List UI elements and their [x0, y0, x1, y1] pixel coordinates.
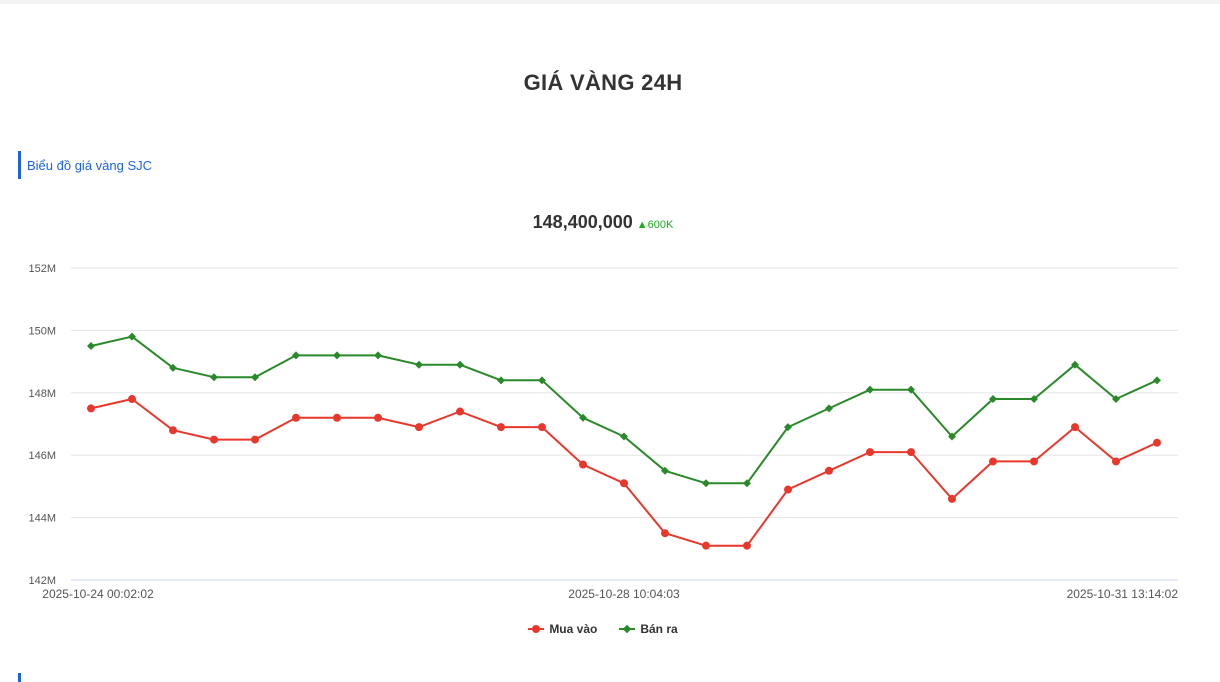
data-point[interactable] [907, 448, 915, 457]
legend-item-buy[interactable]: Mua vào [528, 622, 597, 636]
chart-legend: Mua vào Bán ra [0, 622, 1206, 636]
series-sell [87, 332, 1161, 488]
y-tick-label: 152M [28, 263, 56, 275]
data-point[interactable] [374, 351, 382, 360]
next-section-marker [18, 673, 21, 682]
data-point[interactable] [579, 460, 587, 469]
data-point[interactable] [866, 448, 874, 457]
data-point[interactable] [415, 423, 423, 432]
data-point[interactable] [538, 376, 546, 385]
series-buy [87, 395, 1161, 550]
data-point[interactable] [497, 423, 505, 432]
data-point[interactable] [169, 363, 177, 372]
data-point[interactable] [743, 541, 751, 550]
data-point[interactable] [292, 351, 300, 360]
data-point[interactable] [497, 376, 505, 385]
data-point[interactable] [825, 404, 833, 413]
data-point[interactable] [579, 413, 587, 422]
data-point[interactable] [333, 413, 341, 422]
y-tick-label: 142M [28, 575, 56, 587]
diamond-marker-icon [619, 624, 636, 634]
data-point[interactable] [702, 479, 710, 488]
data-point[interactable] [415, 360, 423, 369]
data-point[interactable] [128, 332, 136, 341]
y-tick-label: 150M [28, 325, 56, 337]
data-point[interactable] [743, 479, 751, 488]
data-point[interactable] [87, 342, 95, 350]
price-summary: 148,400,000 ▲600K [0, 212, 1206, 233]
data-point[interactable] [1112, 457, 1120, 466]
data-point[interactable] [1030, 457, 1038, 466]
data-point[interactable] [210, 373, 218, 382]
data-point[interactable] [1071, 360, 1079, 369]
data-point[interactable] [989, 457, 997, 466]
data-point[interactable] [784, 485, 792, 494]
data-point[interactable] [333, 351, 341, 360]
data-point[interactable] [784, 423, 792, 432]
y-tick-label: 148M [28, 388, 56, 400]
data-point[interactable] [661, 466, 669, 475]
data-point[interactable] [456, 360, 464, 369]
data-point[interactable] [702, 541, 710, 550]
data-point[interactable] [1071, 423, 1079, 432]
data-point[interactable] [87, 404, 95, 413]
data-point[interactable] [251, 373, 259, 382]
data-point[interactable] [251, 435, 259, 444]
data-point[interactable] [128, 395, 136, 404]
y-tick-label: 146M [28, 450, 56, 462]
data-point[interactable] [210, 435, 218, 444]
x-tick-label: 2025-10-28 10:04:03 [568, 587, 680, 601]
data-point[interactable] [948, 432, 956, 441]
legend-label: Mua vào [549, 622, 598, 636]
current-price: 148,400,000 [532, 212, 633, 232]
data-point[interactable] [620, 479, 628, 488]
x-tick-label: 2025-10-31 13:14:02 [1067, 587, 1179, 601]
x-tick-label: 2025-10-24 00:02:02 [42, 587, 154, 601]
circle-marker-icon [528, 624, 545, 634]
data-point[interactable] [1112, 395, 1120, 404]
section-title: Biểu đồ giá vàng SJC [27, 157, 153, 173]
legend-item-sell[interactable]: Bán ra [619, 622, 678, 636]
data-point[interactable] [1153, 376, 1161, 385]
data-point[interactable] [866, 385, 874, 394]
top-bar [0, 0, 1220, 4]
data-point[interactable] [1030, 395, 1038, 404]
data-point[interactable] [620, 432, 628, 441]
data-point[interactable] [456, 407, 464, 416]
price-change: ▲600K [636, 219, 674, 231]
section-heading: Biểu đồ giá vàng SJC [18, 151, 152, 179]
data-point[interactable] [374, 413, 382, 422]
data-point[interactable] [169, 426, 177, 435]
data-point[interactable] [825, 466, 833, 475]
data-point[interactable] [989, 395, 997, 404]
data-point[interactable] [907, 385, 915, 394]
y-tick-label: 144M [28, 513, 56, 525]
data-point[interactable] [661, 529, 669, 538]
data-point[interactable] [538, 423, 546, 432]
data-point[interactable] [292, 413, 300, 422]
data-point[interactable] [948, 494, 956, 503]
legend-label: Bán ra [640, 622, 678, 636]
page-title: GIÁ VÀNG 24H [523, 70, 683, 95]
data-point[interactable] [1153, 438, 1161, 447]
